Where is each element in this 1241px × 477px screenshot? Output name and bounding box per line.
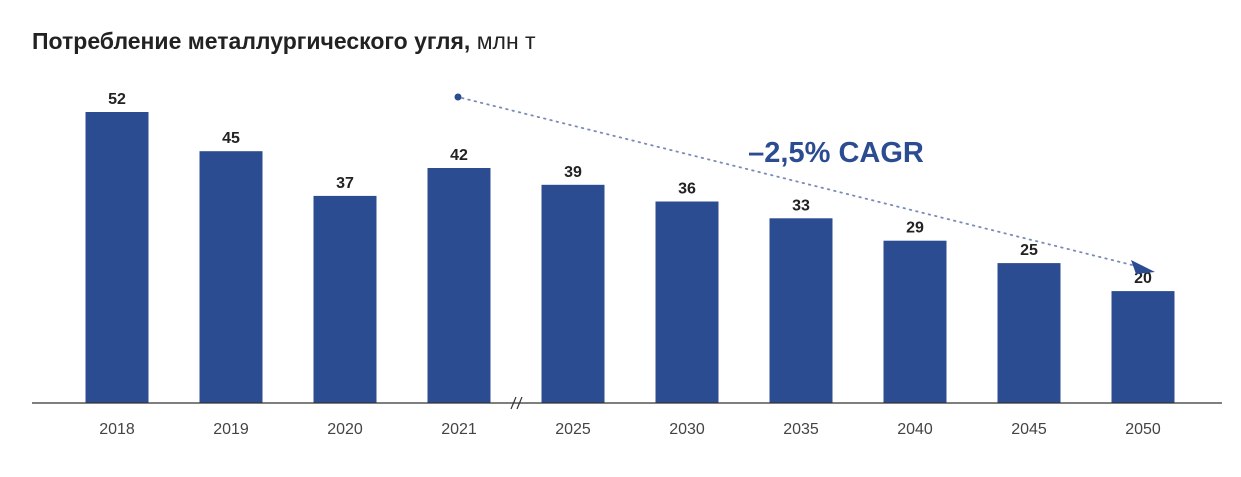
cagr-annotation: –2,5% CAGR	[748, 137, 924, 169]
value-labels-group: 52 45 37 42 39 36 33 29 25 20	[108, 91, 1152, 287]
value-label-2040: 29	[906, 220, 924, 237]
chart-unit: млн т	[476, 28, 536, 54]
value-label-2019: 45	[222, 130, 240, 147]
bar-2050	[1111, 291, 1175, 403]
trend-arrow	[454, 93, 1155, 274]
bars-group	[85, 112, 1175, 404]
x-tick-labels-group: 2018 2019 2020 2021 2025 2030 2035 2040 2045 2050	[99, 421, 1161, 438]
value-label-2021: 42	[450, 147, 468, 164]
bar-2020	[313, 195, 377, 403]
chart-title-text: Потребление металлургического угля,	[32, 28, 471, 54]
bar-2040	[883, 240, 947, 403]
bar-2021	[427, 168, 491, 403]
value-label-2030: 36	[678, 181, 696, 198]
x-tick-2019: 2019	[213, 421, 249, 438]
bar-2019	[199, 151, 263, 403]
trend-arrow-start-dot	[454, 93, 462, 101]
value-label-2050: 20	[1134, 270, 1152, 287]
value-label-2025: 39	[564, 164, 582, 181]
bar-2025	[541, 184, 605, 404]
trend-arrow-line	[461, 97, 1137, 267]
x-tick-2020: 2020	[327, 421, 363, 438]
x-tick-2018: 2018	[99, 421, 135, 438]
x-tick-2025: 2025	[555, 421, 591, 438]
trend-arrow-head	[1131, 260, 1155, 274]
x-tick-2050: 2050	[1125, 421, 1161, 438]
x-tick-2045: 2045	[1011, 421, 1047, 438]
x-tick-2035: 2035	[783, 421, 819, 438]
value-label-2035: 33	[792, 197, 810, 214]
chart-title: Потребление металлургического угля, млн …	[32, 28, 536, 55]
bar-2030	[655, 201, 719, 403]
x-tick-2030: 2030	[669, 421, 705, 438]
x-tick-2021: 2021	[441, 421, 477, 438]
bar-2035	[769, 218, 833, 403]
value-label-2020: 37	[336, 175, 354, 192]
value-label-2045: 25	[1020, 242, 1038, 259]
axis-break-mark	[510, 396, 523, 410]
bar-2045	[997, 263, 1061, 403]
value-label-2018: 52	[108, 91, 126, 108]
bar-2018	[85, 112, 149, 403]
x-tick-2040: 2040	[897, 421, 933, 438]
